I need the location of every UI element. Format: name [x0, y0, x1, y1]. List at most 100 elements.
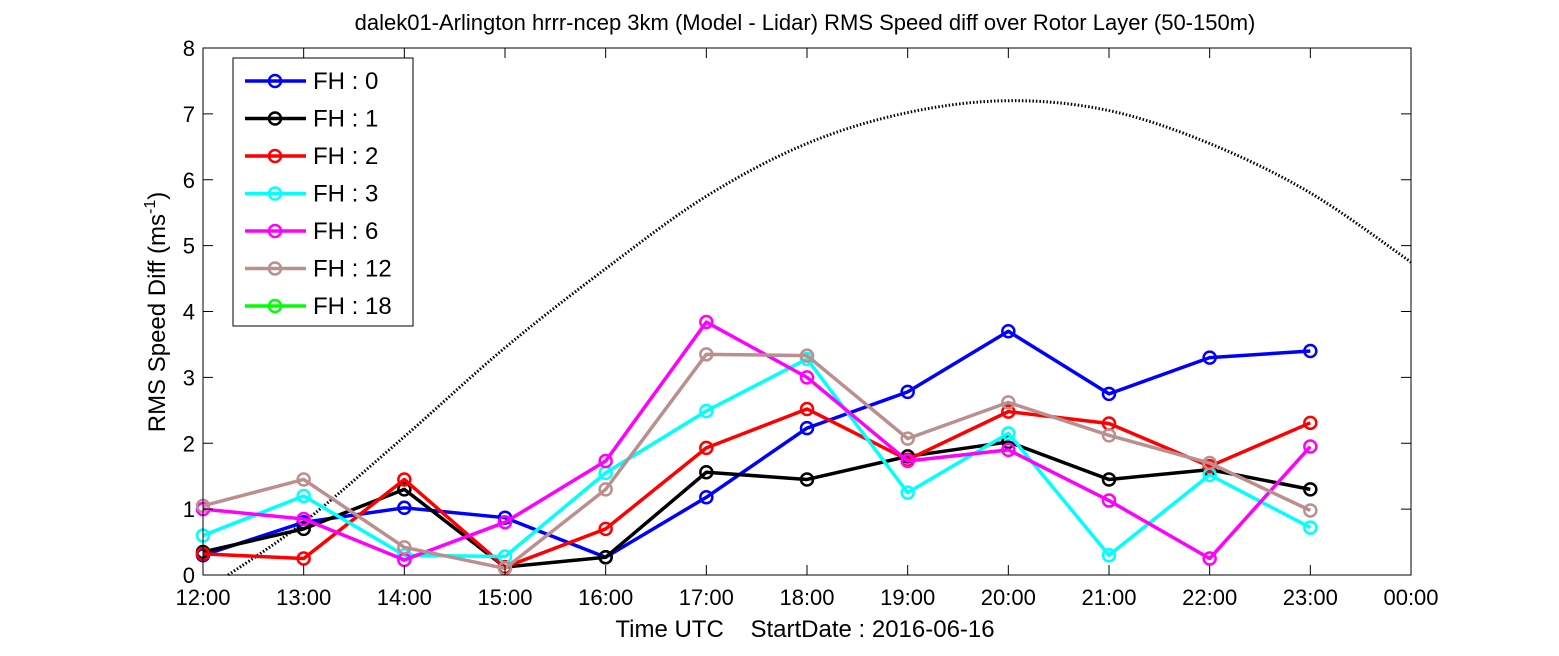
data-point-fh-6	[1001, 442, 1016, 458]
legend-marker	[267, 261, 283, 276]
y-tick-label: 3	[183, 365, 195, 390]
data-point-fh-2	[799, 401, 815, 417]
y-tick-label: 1	[183, 497, 195, 522]
data-point-fh-2	[699, 440, 714, 456]
data-point-fh-12	[1202, 455, 1217, 471]
series-line-fh-0	[202, 329, 1311, 559]
legend-label: FH : 0	[313, 68, 378, 95]
data-point-fh-12	[598, 482, 613, 497]
data-point-fh-6	[1303, 439, 1318, 454]
legend-marker	[267, 223, 283, 239]
data-point-fh-2	[1303, 415, 1318, 431]
y-tick-label: 4	[183, 300, 195, 325]
data-point-fh-0	[699, 490, 714, 505]
x-tick-label: 19:00	[880, 585, 935, 610]
data-point-fh-1	[598, 549, 613, 565]
data-point-fh-6	[1202, 551, 1217, 566]
data-point-fh-12	[1101, 428, 1117, 443]
y-tick-label: 5	[183, 234, 195, 259]
data-point-fh-2	[1001, 404, 1016, 419]
legend-label: FH : 12	[313, 256, 392, 283]
legend-marker	[267, 298, 283, 314]
legend-entry: FH : 2	[245, 143, 378, 170]
reference-curve-line	[227, 99, 1412, 577]
data-point-fh-6	[799, 370, 815, 385]
data-point-fh-0	[397, 500, 412, 516]
chart-title: dalek01-Arlington hrrr-ncep 3km (Model -…	[355, 10, 1256, 35]
data-point-fh-0	[1202, 350, 1217, 365]
series-line-fh-12	[202, 352, 1312, 571]
legend-marker	[267, 148, 283, 164]
y-axis-label-unit-exponent: -1	[142, 200, 159, 214]
legend-entry: FH : 6	[245, 218, 378, 245]
data-point-fh-6	[598, 453, 613, 469]
x-tick-label: 16:00	[578, 585, 633, 610]
data-point-fh-6	[1101, 493, 1117, 508]
data-point-fh-1	[1303, 482, 1318, 497]
data-point-fh-1	[799, 472, 815, 487]
legend-entry: FH : 3	[245, 181, 378, 208]
series-line-fh-3	[202, 357, 1312, 559]
legend-label: FH : 2	[313, 143, 378, 170]
data-point-fh-3	[1303, 520, 1318, 535]
legend-marker	[267, 186, 283, 201]
data-point-fh-6	[296, 511, 311, 527]
data-point-fh-0	[1303, 343, 1318, 359]
data-point-fh-6	[900, 453, 915, 469]
y-tick-label: 2	[183, 431, 195, 456]
data-point-fh-3	[296, 488, 311, 504]
y-tick-label: 0	[183, 563, 195, 588]
data-point-fh-1	[1101, 472, 1117, 487]
series-line-fh-6	[202, 320, 1312, 562]
y-axis-label-close: )	[144, 192, 171, 200]
data-point-fh-0	[799, 420, 815, 436]
data-point-fh-0	[900, 384, 915, 400]
legend-label: FH : 6	[313, 218, 378, 245]
data-point-fh-1	[699, 464, 714, 480]
x-axis-label: Time UTC StartDate : 2016-06-16	[615, 616, 994, 643]
y-tick-label: 8	[183, 36, 195, 61]
x-tick-label: 21:00	[1081, 585, 1136, 610]
x-tick-label: 13:00	[276, 585, 331, 610]
x-tick-label: 00:00	[1383, 585, 1438, 610]
x-tick-label: 20:00	[981, 585, 1036, 610]
x-tick-label: 23:00	[1283, 585, 1338, 610]
legend-label: FH : 3	[313, 181, 378, 208]
data-point-fh-2	[397, 472, 412, 487]
series-fh-6	[195, 314, 1318, 568]
data-point-fh-2	[296, 551, 311, 566]
legend: FH : 0 FH : 1 FH : 2 FH : 3 FH : 6 FH : 12 FH …	[232, 57, 414, 327]
x-tick-label: 15:00	[477, 585, 532, 610]
series-line-fh-1	[202, 440, 1311, 569]
data-point-fh-12	[1001, 395, 1016, 410]
y-axis-label-main: RMS Speed Diff (ms	[144, 214, 171, 432]
legend-label: FH : 1	[313, 106, 378, 133]
x-tick-label: 18:00	[779, 585, 834, 610]
data-point-fh-12	[799, 348, 815, 363]
y-axis-label: RMS Speed Diff (ms-1)	[142, 192, 171, 433]
data-point-fh-12	[699, 347, 714, 362]
data-point-fh-6	[497, 515, 513, 530]
x-tick-label: 22:00	[1182, 585, 1237, 610]
data-point-fh-2	[598, 521, 613, 537]
y-tick-label: 7	[183, 102, 195, 127]
reference-curve	[227, 99, 1412, 577]
data-point-fh-3	[699, 403, 714, 419]
data-point-fh-12	[900, 431, 915, 446]
x-tick-label: 17:00	[679, 585, 734, 610]
data-point-fh-3	[1101, 547, 1117, 563]
data-point-fh-1	[397, 482, 412, 497]
legend-marker	[267, 73, 283, 89]
data-point-fh-12	[296, 472, 311, 487]
series-line-fh-2	[202, 407, 1312, 569]
legend-entry: FH : 1	[245, 106, 378, 133]
series-fh-2	[195, 401, 1318, 575]
data-point-fh-0	[1001, 324, 1016, 339]
x-tick-label: 12:00	[175, 585, 230, 610]
data-point-fh-6	[699, 314, 714, 330]
legend-label: FH : 18	[313, 293, 392, 320]
legend-entry: FH : 12	[245, 256, 392, 283]
axes: 12:00 13:00 14:00 15:00 16:00 17:00 18:00 19:00…	[175, 36, 1438, 610]
x-tick-label: 14:00	[377, 585, 432, 610]
